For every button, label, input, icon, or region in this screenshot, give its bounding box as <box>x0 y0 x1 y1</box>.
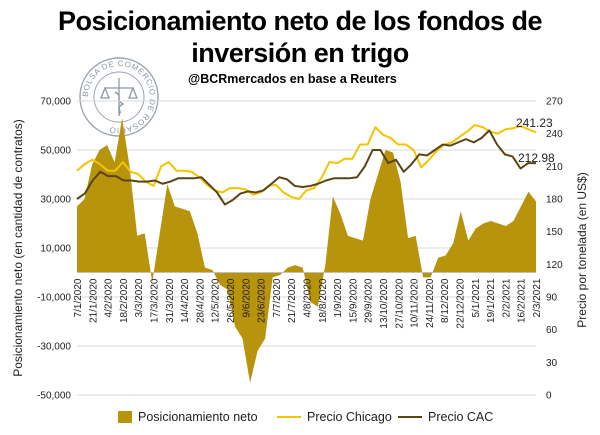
x-tick-label: 12/5/2020 <box>211 278 222 323</box>
x-tick-label: 31/3/2020 <box>165 278 176 323</box>
x-tick-label: 15/9/2020 <box>348 278 359 323</box>
legend-swatch-chicago <box>277 416 301 418</box>
y-left-tick-label: 50,000 <box>40 146 71 157</box>
x-tick-label: 18/8/2020 <box>318 278 329 323</box>
x-tick-label: 22/12/2020 <box>456 278 467 328</box>
legend-item-area: Posicionamiento neto <box>118 410 258 424</box>
y-right-tick-label: 120 <box>546 260 563 271</box>
x-tick-label: 19/1/2021 <box>486 278 497 323</box>
net-position-area <box>77 118 536 383</box>
y-right-tick-label: 180 <box>546 195 563 206</box>
x-tick-label: 9/6/2020 <box>241 278 252 317</box>
chart-legend: Posicionamiento neto Precio Chicago Prec… <box>0 410 600 430</box>
cac-end-value-label: 212.98 <box>518 151 555 165</box>
x-tick-label: 27/10/2020 <box>394 278 405 328</box>
x-tick-label: 18/2/2020 <box>119 278 130 323</box>
bcr-seal-logo: BOLSA DE COMERCIO DE ROSARIO <box>79 57 159 137</box>
x-tick-label: 17/3/2020 <box>150 278 161 323</box>
y-right-tick-label: 210 <box>546 162 563 173</box>
y-right-tick-label: 270 <box>546 97 563 108</box>
x-tick-label: 28/4/2020 <box>195 278 206 323</box>
chart-subtitle: @BCRmercados en base a Reuters <box>188 72 397 86</box>
y-left-tick-label: 30,000 <box>40 195 71 206</box>
chart-title-line-1: Posicionamiento neto de los fondos de <box>57 6 543 36</box>
x-tick-label: 14/4/2020 <box>180 278 191 323</box>
legend-item-cac: Precio CAC <box>398 410 493 424</box>
y-right-tick-label: 60 <box>546 325 558 336</box>
y-axis-right-label: Precio por tonelada (en US$) <box>575 172 589 327</box>
x-tick-label: 26/5/2020 <box>226 278 237 323</box>
x-tick-label: 4/2/2020 <box>104 278 115 317</box>
legend-label-area: Posicionamiento neto <box>138 410 258 424</box>
y-left-tick-label: -10,000 <box>37 293 71 304</box>
x-tick-label: 7/7/2020 <box>272 278 283 317</box>
x-tick-label: 5/1/2021 <box>471 278 482 317</box>
y-axis-left-label: Posicionamiento neto (en cantidad de con… <box>11 119 25 377</box>
x-tick-label: 16/2/2021 <box>517 278 528 323</box>
x-tick-label: 7/1/2020 <box>73 278 84 317</box>
x-tick-label: 3/3/2020 <box>134 278 145 317</box>
x-tick-label: 24/11/2020 <box>425 278 436 328</box>
legend-label-chicago: Precio Chicago <box>307 410 392 424</box>
x-tick-label: 8/12/2020 <box>440 278 451 323</box>
y-right-tick-label: 90 <box>546 293 558 304</box>
y-right-tick-label: 150 <box>546 227 563 238</box>
x-tick-label: 13/10/2020 <box>379 278 390 328</box>
y-left-tick-label: 70,000 <box>40 97 71 108</box>
x-tick-label: 21/1/2020 <box>88 278 99 323</box>
y-left-tick-label: -50,000 <box>37 391 71 402</box>
y-right-tick-label: 30 <box>546 358 558 369</box>
x-tick-label: 29/9/2020 <box>364 278 375 323</box>
legend-item-chicago: Precio Chicago <box>277 410 392 424</box>
chicago-end-value-label: 241.23 <box>516 116 553 130</box>
chicago-price-line <box>76 123 537 200</box>
x-tick-label: 4/8/2020 <box>303 278 314 317</box>
x-tick-label: 23/6/2020 <box>257 278 268 323</box>
y-right-tick-label: 0 <box>546 391 552 402</box>
y-left-tick-label: -30,000 <box>37 342 71 353</box>
y-right-tick-label: 240 <box>546 129 563 140</box>
x-tick-label: 1/9/2020 <box>333 278 344 317</box>
x-tick-label: 2/3/2021 <box>532 278 543 317</box>
y-left-tick-label: 10,000 <box>40 244 71 255</box>
x-tick-label: 21/7/2020 <box>287 278 298 323</box>
x-tick-label: 10/11/2020 <box>410 278 421 328</box>
legend-label-cac: Precio CAC <box>428 410 494 424</box>
cac-price-line <box>76 129 537 206</box>
legend-swatch-area <box>118 411 132 423</box>
x-tick-label: 2/2/2021 <box>501 278 512 317</box>
legend-swatch-cac <box>398 416 422 418</box>
chart-title-line-2: inversión en trigo <box>191 38 409 68</box>
